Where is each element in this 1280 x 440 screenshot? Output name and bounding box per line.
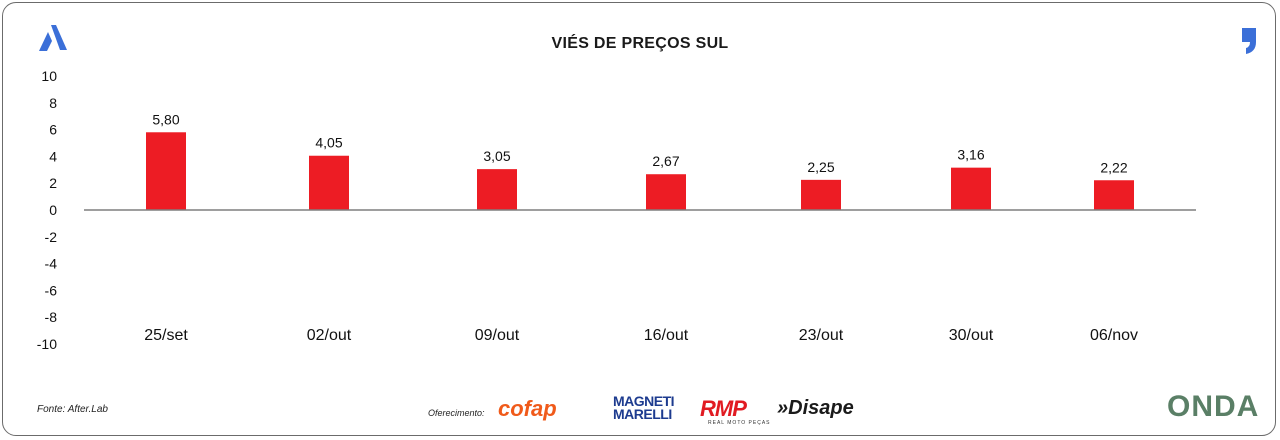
x-tick-label: 16/out bbox=[644, 327, 689, 344]
bar bbox=[1094, 180, 1134, 210]
bar bbox=[477, 169, 517, 210]
x-tick-label: 25/set bbox=[144, 327, 188, 344]
disape-logo: »Disape bbox=[777, 397, 854, 419]
data-label: 2,67 bbox=[652, 153, 679, 169]
quote-logo-icon bbox=[1242, 28, 1256, 54]
y-tick-label: 2 bbox=[49, 175, 57, 191]
bar bbox=[801, 179, 841, 210]
y-tick-label: 8 bbox=[49, 95, 57, 111]
onda-logo: ONDA bbox=[1167, 390, 1260, 423]
rmp-subtitle: REAL MOTO PEÇAS bbox=[708, 420, 771, 426]
x-tick-label: 06/nov bbox=[1090, 327, 1138, 344]
data-label: 5,80 bbox=[152, 111, 179, 127]
rmp-logo: RMP bbox=[700, 396, 747, 421]
data-label: 3,16 bbox=[957, 147, 984, 163]
y-tick-label: -4 bbox=[45, 256, 58, 272]
chart-title: VIÉS DE PREÇOS SUL bbox=[551, 35, 729, 52]
data-label: 2,25 bbox=[807, 159, 834, 175]
y-tick-label: 4 bbox=[49, 148, 57, 164]
bar bbox=[146, 132, 186, 210]
cofap-logo: cofap bbox=[498, 396, 557, 421]
y-tick-label: -2 bbox=[45, 229, 58, 245]
source-note: Fonte: After.Lab bbox=[37, 404, 108, 415]
y-tick-label: -10 bbox=[37, 336, 57, 352]
bar bbox=[309, 155, 349, 210]
y-tick-label: -8 bbox=[45, 309, 58, 325]
bar bbox=[646, 174, 686, 210]
a-logo-icon bbox=[39, 25, 67, 51]
data-label: 3,05 bbox=[483, 148, 510, 164]
x-tick-label: 30/out bbox=[949, 327, 994, 344]
x-tick-label: 02/out bbox=[307, 327, 352, 344]
magneti-marelli-logo: MAGNETI MARELLI bbox=[613, 393, 675, 422]
x-tick-label: 09/out bbox=[475, 327, 520, 344]
y-tick-label: 0 bbox=[49, 202, 57, 218]
x-tick-label: 23/out bbox=[799, 327, 844, 344]
bar bbox=[951, 167, 991, 210]
y-tick-label: 6 bbox=[49, 122, 57, 138]
sponsor-caption: Oferecimento: bbox=[428, 408, 485, 418]
y-tick-label: 10 bbox=[41, 68, 57, 84]
data-label: 2,22 bbox=[1100, 159, 1127, 175]
y-tick-label: -6 bbox=[45, 282, 58, 298]
data-label: 4,05 bbox=[315, 135, 342, 151]
